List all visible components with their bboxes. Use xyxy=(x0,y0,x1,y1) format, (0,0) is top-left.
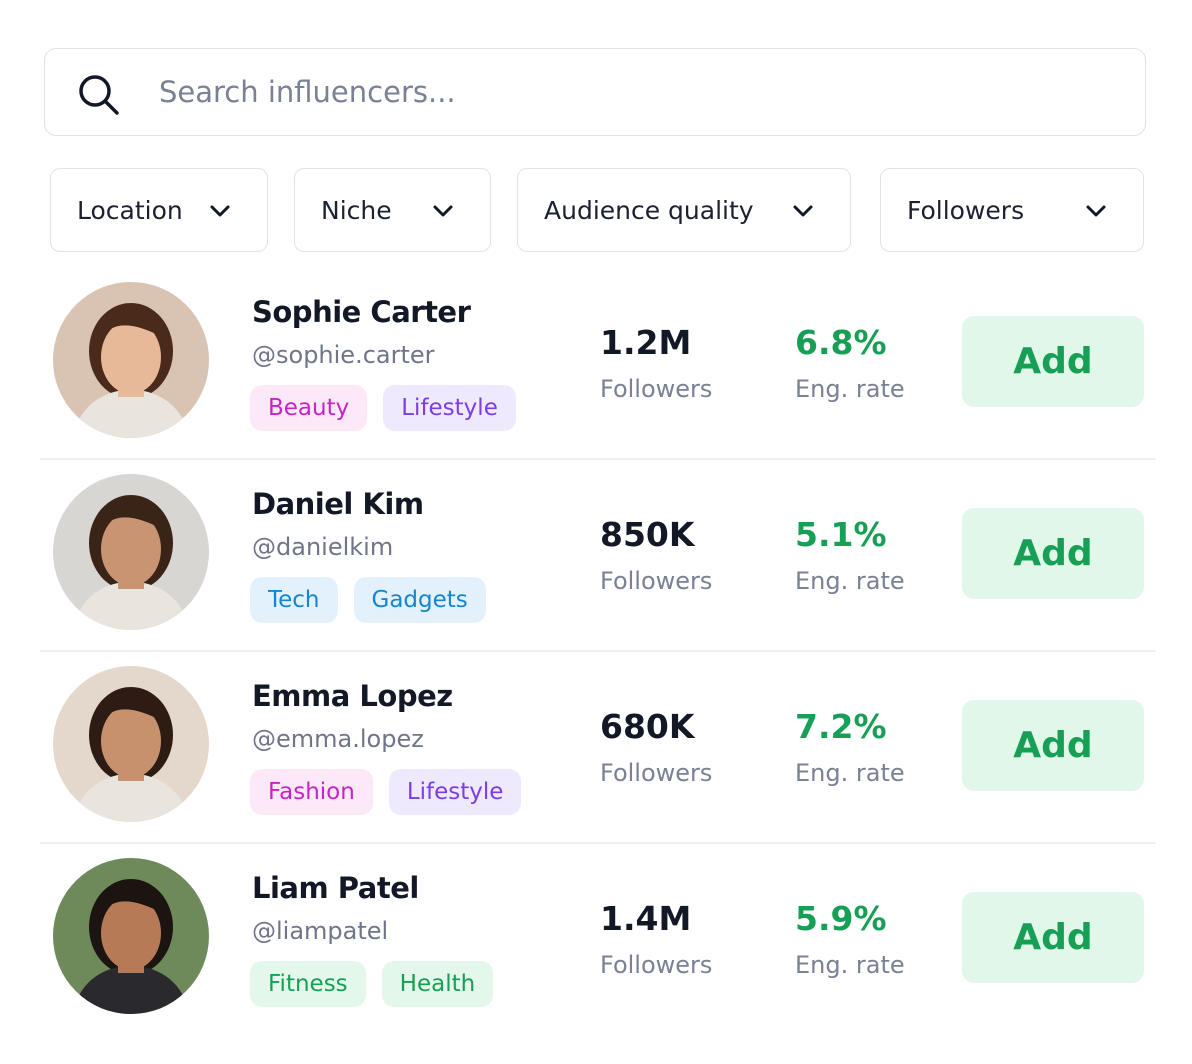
row-divider xyxy=(40,650,1156,652)
search-box[interactable]: Search influencers... xyxy=(44,48,1146,136)
engagement-label: Eng. rate xyxy=(795,375,905,403)
avatar xyxy=(53,666,209,822)
followers-label: Followers xyxy=(600,375,713,403)
followers-label: Followers xyxy=(600,567,713,595)
engagement-rate: 5.1% xyxy=(795,515,887,554)
followers-count: 680K xyxy=(600,707,695,746)
avatar xyxy=(53,474,209,630)
engagement-label: Eng. rate xyxy=(795,951,905,979)
influencer-name: Emma Lopez xyxy=(252,679,453,713)
add-button[interactable]: Add xyxy=(962,700,1144,791)
influencer-handle: @danielkim xyxy=(252,533,394,561)
tag: Fitness xyxy=(250,961,366,1007)
add-button[interactable]: Add xyxy=(962,316,1144,407)
engagement-rate: 6.8% xyxy=(795,323,887,362)
engagement-rate: 5.9% xyxy=(795,899,887,938)
add-button[interactable]: Add xyxy=(962,508,1144,599)
engagement-label: Eng. rate xyxy=(795,759,905,787)
filter-label: Niche xyxy=(321,196,392,225)
filter-dropdown[interactable]: Followers xyxy=(880,168,1144,252)
chevron-icon xyxy=(793,205,813,217)
followers-label: Followers xyxy=(600,759,713,787)
tag: Gadgets xyxy=(353,577,486,623)
influencer-name: Liam Patel xyxy=(252,871,419,905)
tag: Tech xyxy=(250,577,338,623)
engagement-label: Eng. rate xyxy=(795,567,905,595)
tag: Health xyxy=(381,961,494,1007)
followers-count: 850K xyxy=(600,515,695,554)
followers-label: Followers xyxy=(600,951,713,979)
filter-dropdown[interactable]: Niche xyxy=(294,168,491,252)
filter-dropdown[interactable]: Audience quality xyxy=(517,168,851,252)
filter-label: Followers xyxy=(907,196,1025,225)
filter-label: Location xyxy=(77,196,183,225)
avatar xyxy=(53,282,209,438)
search-icon xyxy=(79,75,119,115)
influencer-name: Daniel Kim xyxy=(252,487,424,521)
row-divider xyxy=(40,842,1156,844)
row-divider xyxy=(40,458,1156,460)
tag: Fashion xyxy=(250,769,373,815)
filter-label: Audience quality xyxy=(544,196,754,225)
followers-count: 1.2M xyxy=(600,323,692,362)
avatar xyxy=(53,858,209,1014)
influencer-name: Sophie Carter xyxy=(252,295,471,329)
influencer-handle: @sophie.carter xyxy=(252,341,435,369)
chevron-icon xyxy=(210,205,230,217)
chevron-icon xyxy=(433,205,453,217)
influencer-handle: @liampatel xyxy=(252,917,389,945)
tag: Lifestyle xyxy=(388,769,522,815)
add-button[interactable]: Add xyxy=(962,892,1144,983)
tag: Beauty xyxy=(250,385,368,431)
followers-count: 1.4M xyxy=(600,899,692,938)
influencer-handle: @emma.lopez xyxy=(252,725,424,753)
search-placeholder: Search influencers... xyxy=(159,75,456,109)
tag: Lifestyle xyxy=(383,385,516,431)
chevron-icon xyxy=(1086,205,1106,217)
filter-dropdown[interactable]: Location xyxy=(50,168,268,252)
engagement-rate: 7.2% xyxy=(795,707,887,746)
